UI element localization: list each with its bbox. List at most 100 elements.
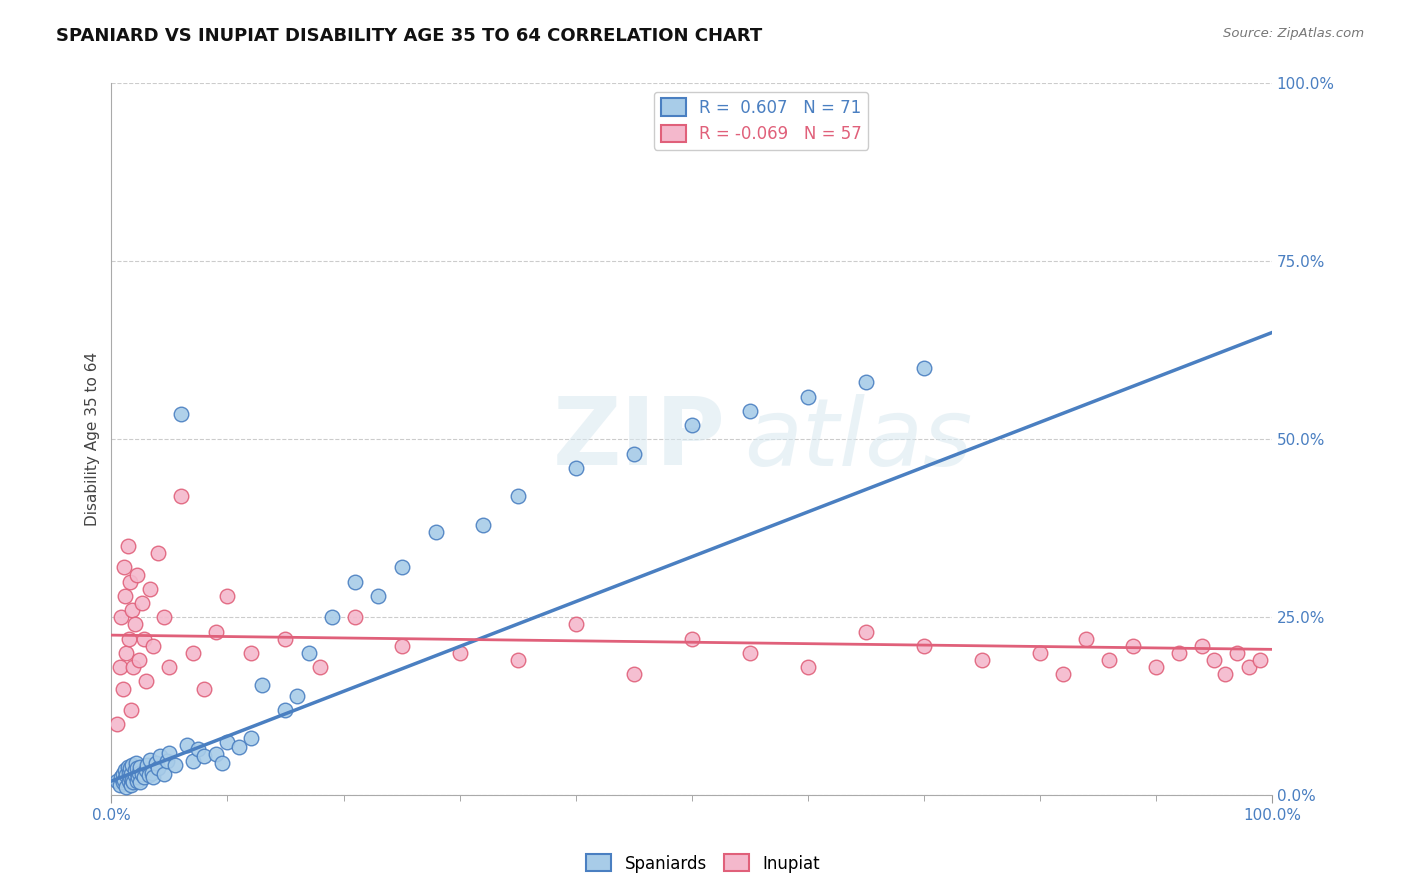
Point bbox=[367, 589, 389, 603]
Point bbox=[118, 774, 141, 789]
Point bbox=[506, 653, 529, 667]
Point bbox=[176, 739, 198, 753]
Point bbox=[1237, 660, 1260, 674]
Point bbox=[217, 735, 239, 749]
Text: atlas: atlas bbox=[744, 394, 972, 485]
Point bbox=[132, 771, 155, 785]
Point bbox=[118, 761, 141, 775]
Point bbox=[1122, 639, 1144, 653]
Point bbox=[681, 418, 703, 433]
Point bbox=[1029, 646, 1052, 660]
Point bbox=[138, 582, 160, 596]
Point bbox=[120, 778, 142, 792]
Point bbox=[193, 681, 215, 696]
Point bbox=[1226, 646, 1249, 660]
Point bbox=[121, 758, 143, 772]
Point bbox=[142, 639, 165, 653]
Point bbox=[1144, 660, 1167, 674]
Point bbox=[125, 756, 148, 771]
Point bbox=[120, 703, 142, 717]
Point bbox=[124, 617, 146, 632]
Point bbox=[125, 761, 148, 775]
Point bbox=[149, 749, 172, 764]
Point bbox=[344, 610, 367, 624]
Point bbox=[564, 460, 586, 475]
Point bbox=[170, 489, 193, 503]
Point bbox=[193, 749, 215, 764]
Point bbox=[344, 574, 367, 589]
Point bbox=[205, 624, 228, 639]
Point bbox=[118, 765, 141, 780]
Point bbox=[970, 653, 993, 667]
Point bbox=[112, 560, 135, 574]
Point bbox=[564, 617, 586, 632]
Point bbox=[120, 767, 142, 781]
Point bbox=[681, 632, 703, 646]
Point bbox=[135, 674, 157, 689]
Point bbox=[124, 768, 146, 782]
Point bbox=[146, 546, 169, 560]
Point bbox=[115, 646, 138, 660]
Point bbox=[228, 739, 250, 754]
Point bbox=[110, 610, 132, 624]
Point bbox=[129, 775, 152, 789]
Point bbox=[122, 775, 145, 789]
Point bbox=[165, 758, 187, 772]
Point bbox=[855, 376, 877, 390]
Point bbox=[110, 771, 132, 785]
Point bbox=[138, 753, 160, 767]
Point bbox=[506, 489, 529, 503]
Point bbox=[211, 756, 233, 771]
Text: SPANIARD VS INUPIAT DISABILITY AGE 35 TO 64 CORRELATION CHART: SPANIARD VS INUPIAT DISABILITY AGE 35 TO… bbox=[56, 27, 762, 45]
Point bbox=[298, 646, 321, 660]
Point bbox=[159, 746, 181, 760]
Point bbox=[205, 747, 228, 761]
Legend: R =  0.607   N = 71, R = -0.069   N = 57: R = 0.607 N = 71, R = -0.069 N = 57 bbox=[654, 92, 869, 150]
Point bbox=[112, 772, 135, 787]
Point bbox=[623, 447, 645, 461]
Point bbox=[125, 567, 148, 582]
Point bbox=[274, 703, 297, 717]
Point bbox=[391, 560, 413, 574]
Point bbox=[125, 774, 148, 789]
Point bbox=[239, 646, 262, 660]
Point bbox=[128, 653, 150, 667]
Point bbox=[738, 404, 761, 418]
Point bbox=[471, 517, 494, 532]
Point bbox=[118, 771, 141, 785]
Point bbox=[142, 771, 165, 785]
Point bbox=[105, 774, 128, 789]
Point bbox=[855, 624, 877, 639]
Point bbox=[449, 646, 471, 660]
Point bbox=[132, 632, 155, 646]
Point bbox=[105, 717, 128, 731]
Point bbox=[152, 610, 174, 624]
Y-axis label: Disability Age 35 to 64: Disability Age 35 to 64 bbox=[86, 352, 100, 526]
Point bbox=[117, 760, 139, 774]
Point bbox=[122, 660, 145, 674]
Point bbox=[108, 660, 131, 674]
Point bbox=[114, 589, 136, 603]
Point bbox=[136, 758, 159, 772]
Point bbox=[115, 780, 138, 794]
Point bbox=[111, 681, 134, 696]
Point bbox=[131, 767, 153, 781]
Point bbox=[796, 660, 818, 674]
Point bbox=[274, 632, 297, 646]
Point bbox=[738, 646, 761, 660]
Point bbox=[252, 678, 274, 692]
Point bbox=[170, 408, 193, 422]
Point bbox=[114, 764, 136, 778]
Point bbox=[127, 771, 149, 785]
Point bbox=[1168, 646, 1191, 660]
Point bbox=[623, 667, 645, 681]
Point bbox=[1098, 653, 1121, 667]
Point bbox=[138, 768, 160, 782]
Point bbox=[108, 778, 131, 792]
Point bbox=[912, 361, 935, 376]
Point bbox=[121, 772, 143, 787]
Point bbox=[796, 390, 818, 404]
Point bbox=[309, 660, 332, 674]
Point bbox=[129, 760, 152, 774]
Point bbox=[1202, 653, 1225, 667]
